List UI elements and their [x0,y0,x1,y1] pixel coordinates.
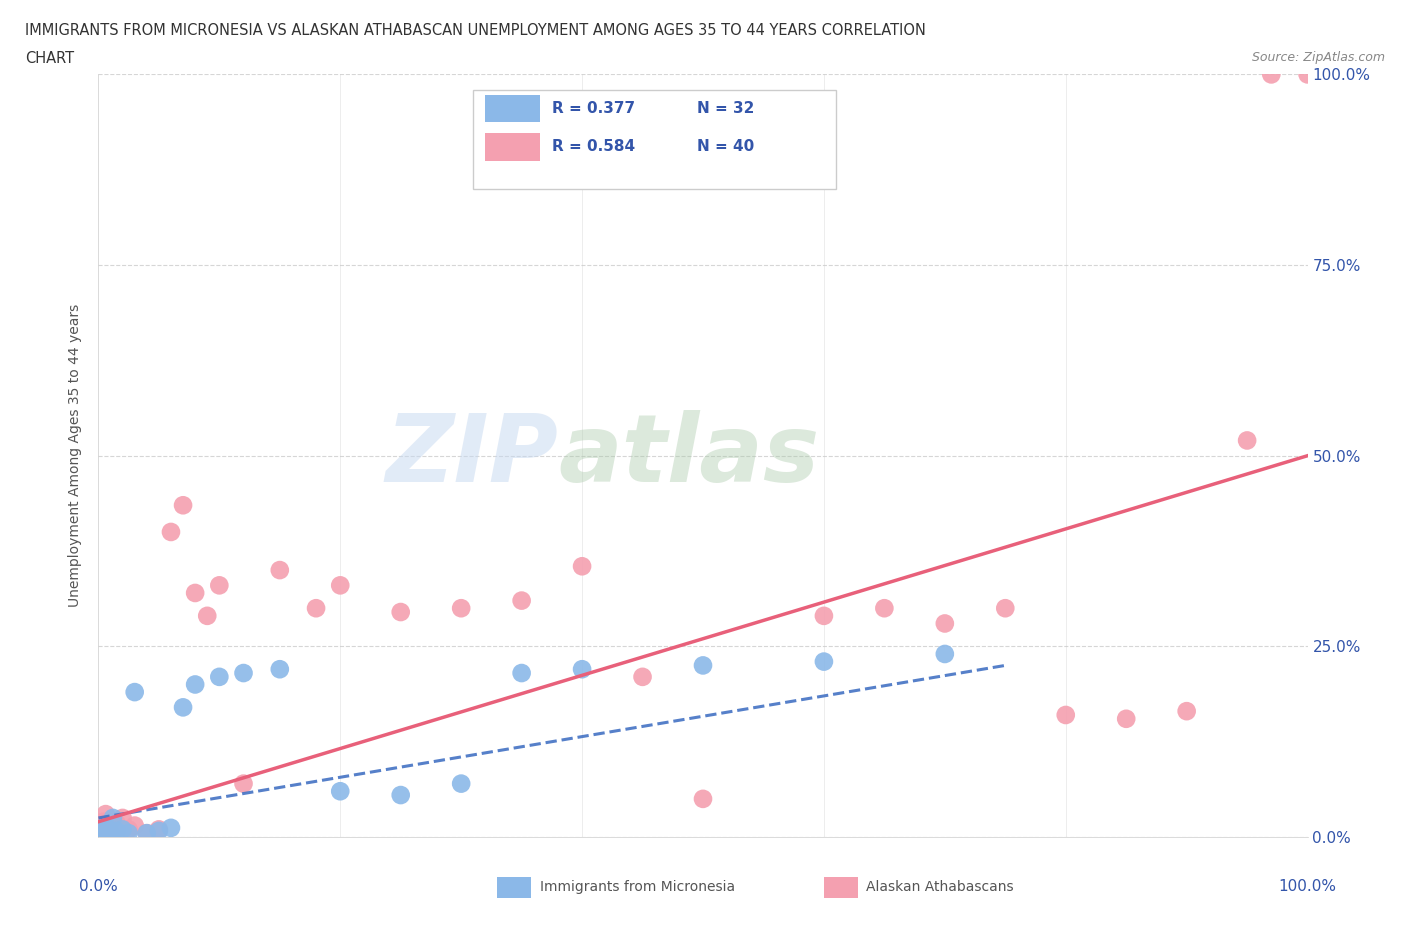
Point [118,826,141,841]
Text: Alaskan Athabascans: Alaskan Athabascans [866,881,1014,895]
Bar [498,877,531,898]
Point [94,806,117,821]
Point [269,662,291,677]
Point [91,828,114,843]
Point [91,815,114,830]
Point [111,822,134,837]
Point [94,818,117,833]
Point [90,826,112,841]
Point [450,601,472,616]
Text: CHART: CHART [25,51,75,66]
Point [105,823,128,838]
Point [96,818,118,833]
Point [148,822,170,837]
Text: R = 0.584: R = 0.584 [553,140,636,154]
Bar [485,95,540,123]
Text: R = 0.377: R = 0.377 [553,101,636,116]
Point [184,677,207,692]
Bar [824,877,858,898]
Point [94,824,117,839]
Point [1260,67,1282,82]
Text: IMMIGRANTS FROM MICRONESIA VS ALASKAN ATHABASCAN UNEMPLOYMENT AMONG AGES 35 TO 4: IMMIGRANTS FROM MICRONESIA VS ALASKAN AT… [25,23,927,38]
Point [813,654,835,669]
Point [184,586,207,601]
Point [100,826,122,841]
Point [510,593,533,608]
Text: 100.0%: 100.0% [1278,879,1337,894]
Bar [485,133,540,161]
Point [813,608,835,623]
Point [135,826,157,841]
FancyBboxPatch shape [474,89,837,189]
Point [305,601,328,616]
Point [97,823,120,838]
Point [93,828,115,843]
Point [329,784,352,799]
Point [195,608,218,623]
Point [135,826,157,841]
Point [934,646,956,661]
Point [1236,433,1258,448]
Point [91,828,114,843]
Point [692,791,714,806]
Point [160,820,183,835]
Point [101,811,124,826]
Text: N = 40: N = 40 [697,140,754,154]
Text: N = 32: N = 32 [697,101,755,116]
Point [208,578,231,592]
Point [111,811,134,826]
Point [571,559,593,574]
Point [118,822,141,837]
Point [124,818,146,833]
Point [934,616,956,631]
Point [269,563,291,578]
Text: atlas: atlas [558,410,820,501]
Point [232,666,254,681]
Point [994,601,1017,616]
Point [124,684,146,699]
Point [1296,67,1319,82]
Point [389,604,412,619]
Point [105,816,128,830]
Point [172,700,194,715]
Point [100,820,122,835]
Point [148,823,170,838]
Point [91,823,114,838]
Point [208,670,231,684]
Text: Source: ZipAtlas.com: Source: ZipAtlas.com [1251,51,1385,64]
Point [172,498,194,512]
Point [510,666,533,681]
Point [692,658,714,673]
Text: ZIP: ZIP [385,410,558,501]
Point [329,578,352,592]
Point [1175,704,1198,719]
Point [571,662,593,677]
Text: Immigrants from Micronesia: Immigrants from Micronesia [540,881,735,895]
Point [97,822,120,837]
Point [389,788,412,803]
Point [91,822,114,837]
Point [1054,708,1077,723]
Point [232,777,254,791]
Point [1115,711,1137,726]
Point [631,670,654,684]
Point [160,525,183,539]
Point [90,826,112,841]
Point [98,825,121,840]
Text: 0.0%: 0.0% [79,879,118,894]
Point [873,601,896,616]
Y-axis label: Unemployment Among Ages 35 to 44 years: Unemployment Among Ages 35 to 44 years [69,304,83,607]
Point [450,777,472,791]
Point [96,827,118,842]
Point [101,826,124,841]
Point [93,826,115,841]
